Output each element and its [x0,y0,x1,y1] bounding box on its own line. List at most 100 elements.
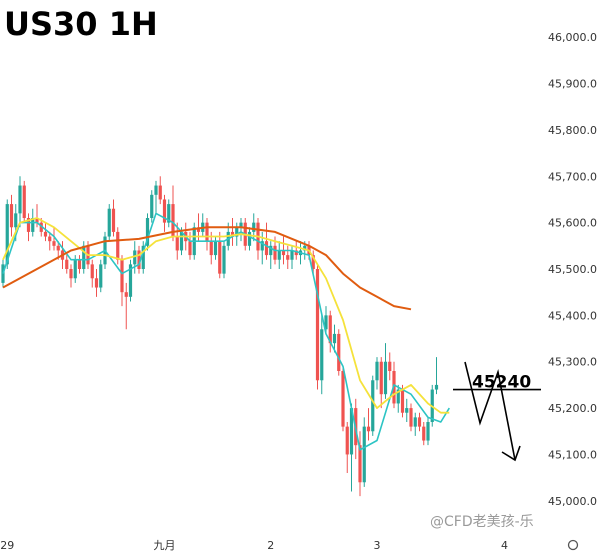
candle [341,366,345,432]
candle [167,199,171,228]
candle [349,403,354,492]
candle [124,282,128,330]
candle [426,417,430,446]
candle [434,357,439,395]
candle [26,213,31,242]
y-tick-label: 46,000.0 [548,31,597,44]
candle [345,422,349,473]
candle [366,408,371,441]
candle [379,357,383,409]
candle [205,218,209,251]
candle [269,241,273,269]
candle [218,231,222,279]
candle [94,269,99,297]
y-tick-label: 45,500.0 [548,263,597,276]
candle [77,255,82,274]
candle [264,222,269,260]
candle [286,245,290,269]
ma-line-2 [2,226,412,311]
candle [150,190,154,223]
watermark: @CFD老美孩-乐 [430,514,534,530]
candle [409,403,413,432]
candle [69,264,73,288]
candle [396,384,400,413]
candle [90,259,94,288]
candle [362,417,366,487]
candle [213,236,218,260]
candle [145,213,150,251]
y-tick-label: 45,200.0 [548,402,597,415]
candle [201,213,205,237]
candle [230,218,235,246]
candle [158,176,162,205]
candle [252,213,256,242]
candle [9,194,14,237]
candle [422,422,426,446]
candle [388,352,392,381]
settings-icon[interactable] [567,539,579,551]
candle [247,227,252,251]
candle [99,259,103,293]
candle [256,218,260,260]
ma-line-0 [2,212,450,451]
level-label: 45240 [472,373,531,393]
forecast-path [464,361,516,461]
candle [383,343,388,399]
candle [328,310,332,353]
candle [358,431,362,497]
candle [154,180,158,214]
y-tick-label: 45,400.0 [548,309,597,322]
candle [43,222,48,242]
candle [222,241,226,279]
moving-averages [2,212,450,451]
x-axis: 29 九月 2 3 4 [0,539,508,552]
y-tick-label: 45,300.0 [548,356,597,369]
y-tick-label: 45,100.0 [548,448,597,461]
candle [65,255,69,274]
candle [239,218,243,242]
annotation: 45240 [453,361,541,462]
y-tick-label: 45,000.0 [548,495,597,508]
candle [413,412,417,436]
candles [1,176,439,497]
y-tick-label: 45,900.0 [548,78,597,91]
candle [337,329,341,376]
x-tick-label: 九月 [154,539,176,552]
candle [18,176,22,228]
y-axis: 45,000.0 45,100.0 45,200.0 45,300.0 45,400.0… [548,31,597,508]
candle [175,222,179,260]
candle [405,398,409,422]
candle [417,412,422,432]
candle [5,199,9,269]
y-tick-label: 45,600.0 [548,217,597,230]
candle [290,245,294,269]
candle [107,204,111,242]
candle [311,250,315,274]
y-tick-label: 45,800.0 [548,124,597,137]
candle [22,180,26,223]
candle [111,199,116,237]
candle [162,194,167,232]
candle [48,231,52,251]
arrow-head-icon [501,445,521,462]
candle [133,241,137,274]
candle [375,357,379,390]
candle [315,264,320,390]
x-tick-label: 4 [501,539,508,552]
candle [52,227,56,251]
x-tick-label: 29 [0,539,14,552]
chart-title: US30 1H [4,5,158,43]
candle [324,306,328,334]
x-tick-label: 2 [267,539,274,552]
candle [128,259,133,302]
x-tick-label: 3 [374,539,381,552]
candle [320,315,324,395]
candle [1,259,5,288]
candle [141,241,145,274]
candle [371,375,375,436]
y-tick-label: 45,700.0 [548,170,597,183]
candle [277,241,281,269]
candle [137,245,141,274]
candle [120,255,124,307]
